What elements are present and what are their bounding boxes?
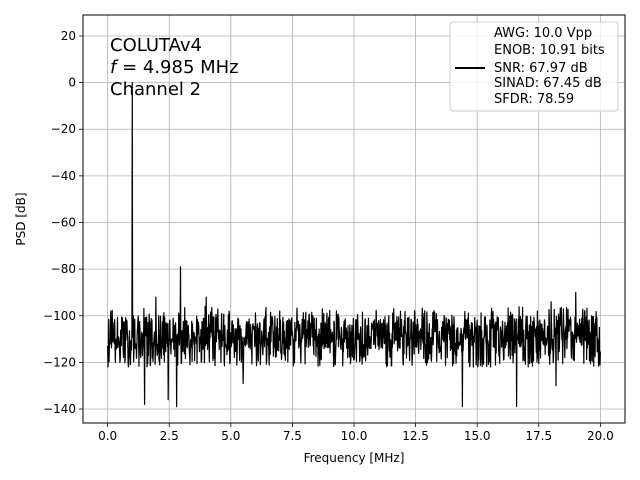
y-tick-label: 0 [68, 76, 76, 90]
x-tick-label: 7.5 [283, 429, 302, 443]
y-tick-label: −140 [43, 402, 76, 416]
legend-snr: SNR: 67.97 dB [494, 61, 588, 76]
annotation-device: COLUTAv4 [110, 35, 202, 56]
y-tick-label: −60 [51, 215, 76, 229]
legend-box [449, 21, 619, 112]
series-group [107, 82, 601, 408]
annotation-channel: Channel 2 [110, 79, 201, 100]
y-axis-ticks: 20 0 −20 −40 −60 −80 −100 −120 −140 [43, 29, 83, 416]
y-tick-label: −40 [51, 169, 76, 183]
annotation-box: COLUTAv4 f = 4.985 MHz Channel 2 [110, 35, 239, 100]
x-tick-label: 5.0 [221, 429, 240, 443]
legend-awg: AWG: 10.0 Vpp [494, 26, 592, 41]
x-tick-label: 20.0 [587, 429, 614, 443]
annotation-frequency: f = 4.985 MHz [110, 57, 239, 78]
x-axis-ticks: 0.0 2.5 5.0 7.5 10.0 12.5 15.0 17.5 20.0 [98, 423, 614, 443]
y-tick-label: −120 [43, 355, 76, 369]
annotation-frequency-symbol: f [110, 57, 119, 78]
x-tick-label: 17.5 [525, 429, 552, 443]
legend-enob: ENOB: 10.91 bits [494, 43, 605, 58]
x-tick-label: 10.0 [341, 429, 368, 443]
y-tick-label: 20 [61, 29, 76, 43]
legend: AWG: 10.0 Vpp ENOB: 10.91 bits SNR: 67.9… [449, 21, 619, 112]
y-tick-label: −80 [51, 262, 76, 276]
annotation-frequency-value: = 4.985 MHz [116, 57, 238, 78]
x-axis-label: Frequency [MHz] [304, 451, 405, 465]
x-tick-label: 0.0 [98, 429, 117, 443]
y-tick-label: −100 [43, 309, 76, 323]
x-tick-label: 2.5 [160, 429, 179, 443]
y-axis-label: PSD [dB] [14, 192, 28, 245]
legend-sfdr: SFDR: 78.59 [494, 92, 574, 107]
legend-sinad: SINAD: 67.45 dB [494, 76, 602, 91]
x-tick-label: 15.0 [464, 429, 491, 443]
psd-series-line [107, 82, 601, 408]
x-tick-label: 12.5 [402, 429, 429, 443]
y-tick-label: −20 [51, 122, 76, 136]
